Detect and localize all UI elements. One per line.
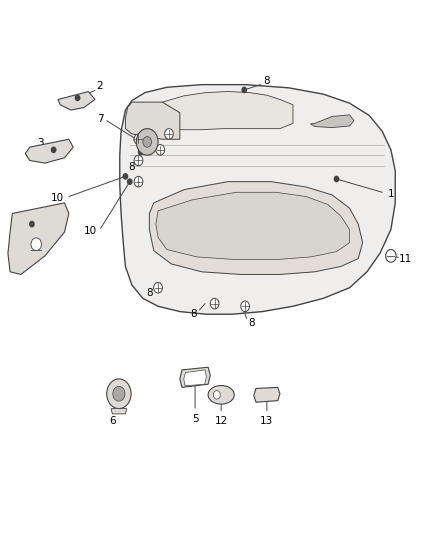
Ellipse shape [208, 385, 234, 404]
Text: 11: 11 [399, 254, 412, 264]
Circle shape [389, 252, 393, 257]
Circle shape [31, 238, 42, 251]
Text: 8: 8 [248, 318, 254, 328]
Circle shape [134, 155, 143, 166]
Circle shape [386, 249, 396, 262]
Circle shape [75, 95, 80, 101]
Polygon shape [254, 387, 280, 402]
Circle shape [134, 176, 143, 187]
Text: 8: 8 [146, 288, 153, 298]
Text: 10: 10 [84, 226, 97, 236]
Polygon shape [25, 139, 73, 163]
Text: 1: 1 [388, 189, 394, 199]
Circle shape [127, 179, 132, 184]
Polygon shape [184, 370, 206, 386]
Text: 12: 12 [215, 397, 228, 426]
Text: 2: 2 [96, 81, 102, 91]
Polygon shape [120, 85, 395, 314]
Polygon shape [125, 102, 180, 139]
Circle shape [210, 298, 219, 309]
Text: 7: 7 [97, 114, 104, 124]
Polygon shape [149, 182, 363, 274]
Circle shape [138, 149, 143, 155]
Circle shape [154, 282, 162, 293]
Circle shape [156, 144, 165, 155]
Polygon shape [156, 192, 350, 260]
Circle shape [113, 386, 125, 401]
Circle shape [242, 87, 247, 93]
Text: 5: 5 [192, 375, 198, 424]
Circle shape [134, 136, 138, 142]
Text: 10: 10 [50, 193, 64, 203]
Text: 8: 8 [129, 162, 135, 172]
Text: 8: 8 [191, 309, 197, 319]
Circle shape [213, 391, 220, 399]
Circle shape [30, 221, 34, 227]
Polygon shape [8, 203, 69, 274]
Text: 13: 13 [260, 397, 273, 426]
Circle shape [334, 176, 339, 182]
Circle shape [165, 128, 173, 139]
Polygon shape [111, 409, 127, 414]
Text: 4: 4 [23, 236, 30, 246]
Circle shape [51, 147, 56, 152]
Polygon shape [311, 115, 354, 127]
Polygon shape [141, 92, 293, 130]
Circle shape [134, 134, 143, 144]
Polygon shape [180, 367, 210, 387]
Polygon shape [58, 92, 95, 110]
Circle shape [107, 379, 131, 409]
Text: 8: 8 [264, 76, 270, 86]
Circle shape [136, 128, 158, 155]
Text: 6: 6 [109, 392, 118, 426]
Circle shape [143, 136, 152, 147]
Circle shape [123, 174, 127, 179]
Text: 3: 3 [37, 138, 44, 148]
Circle shape [241, 301, 250, 312]
